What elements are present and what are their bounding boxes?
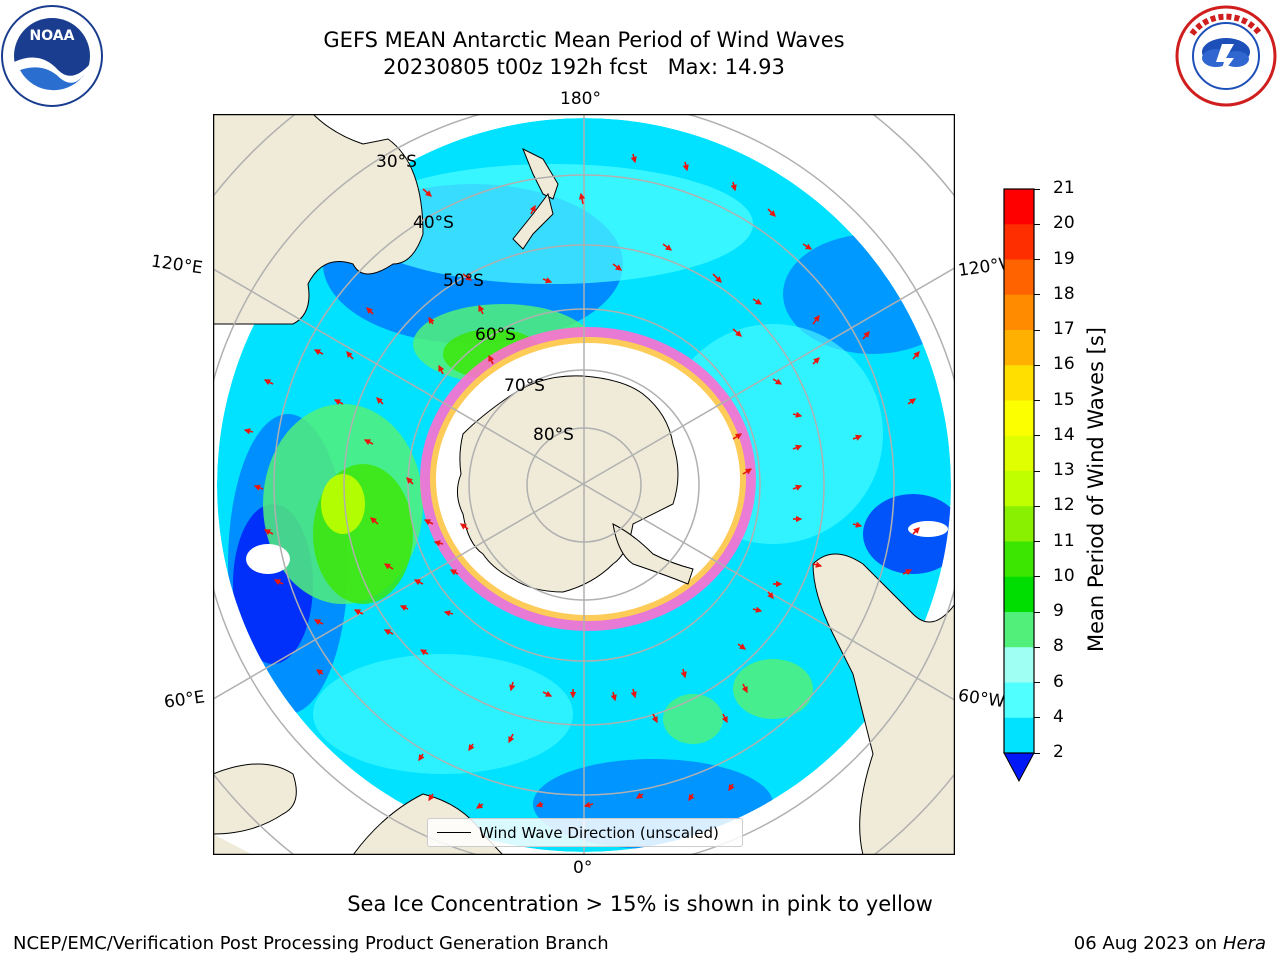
host-name: Hera: [1222, 933, 1266, 954]
south-america-landmass: [812, 414, 955, 855]
lon-label-60e: 60°E: [162, 687, 207, 713]
colorbar-band: [1004, 717, 1034, 754]
forecast-date-text: 20230805 t00z 192h fcst: [383, 55, 648, 79]
map-panel: [213, 114, 955, 855]
map-frame: [213, 114, 955, 855]
new-zealand-south: [512, 192, 554, 250]
colorbar-tick-mark: [1034, 223, 1040, 225]
colorbar-band: [1004, 647, 1034, 683]
graticule: [213, 114, 955, 855]
max-value-text: Max: 14.93: [667, 55, 785, 79]
colorbar-tick-mark: [1034, 646, 1040, 648]
colorbar-tick-mark: [1034, 611, 1040, 613]
colorbar-band: [1004, 400, 1034, 437]
lon-label-180: 180°: [560, 89, 601, 109]
map-title: GEFS MEAN Antarctic Mean Period of Wind …: [323, 28, 845, 52]
colorbar-tick-label: 11: [1053, 530, 1075, 551]
colorbar-tick-label: 20: [1053, 213, 1075, 234]
lat-label-80s: 80°S: [533, 425, 574, 445]
map-subtitle: 20230805 t00z 192h fcst Max: 14.93: [0, 54, 1168, 80]
colorbar-band: [1004, 435, 1034, 472]
credit-text: NCEP/EMC/Verification Post Processing Pr…: [13, 933, 609, 954]
colorbar-tick-label: 19: [1053, 248, 1075, 269]
lat-label-60s: 60°S: [475, 325, 516, 345]
colorbar-tick-mark: [1034, 682, 1040, 683]
new-zealand-north: [522, 147, 559, 200]
colorbar-tick-mark: [1034, 259, 1040, 260]
colorbar-tick-label: 18: [1053, 283, 1075, 304]
colorbar-tick-mark: [1034, 752, 1040, 754]
nws-logo: [1175, 5, 1277, 107]
colorbar-tick-label: 2: [1053, 742, 1064, 762]
colorbar-tick-mark: [1034, 576, 1040, 578]
lat-label-50s: 50°S: [443, 271, 484, 291]
colorbar-extend-arrow: [1003, 752, 1035, 783]
colorbar-band: [1004, 189, 1034, 225]
colorbar-tick-mark: [1034, 435, 1040, 437]
colorbar-tick-label: 13: [1053, 460, 1075, 480]
generation-date-text: 06 Aug 2023 on: [1073, 933, 1218, 954]
colorbar-tick-mark: [1034, 364, 1040, 366]
peak-period-region: [321, 474, 365, 534]
lon-label-60w: 60°W: [956, 685, 1007, 713]
colorbar-tick-label: 8: [1053, 636, 1064, 657]
colorbar-tick-label: 4: [1053, 706, 1064, 727]
colorbar-band: [1004, 259, 1034, 296]
lon-label-120e: 120°E: [149, 251, 204, 279]
legend-line-swatch: [437, 832, 471, 833]
colorbar-tick-mark: [1034, 505, 1040, 507]
colorbar-tick-mark: [1034, 717, 1040, 719]
colorbar-tick-label: 14: [1053, 424, 1075, 445]
generation-date: 06 Aug 2023 on Hera: [1074, 933, 1266, 954]
colorbar-band: [1004, 506, 1034, 542]
colorbar-tick-label: 15: [1053, 389, 1075, 410]
high-period-region-3: [733, 659, 813, 719]
sea-ice-note: Sea Ice Concentration > 15% is shown in …: [347, 892, 933, 916]
colorbar-band: [1004, 224, 1034, 260]
colorbar-tick-mark: [1034, 188, 1040, 190]
colorbar-band: [1004, 365, 1034, 401]
australia-landmass: [213, 114, 424, 325]
colorbar-band: [1004, 576, 1034, 613]
colorbar-tick-label: 21: [1053, 178, 1075, 198]
colorbar-label: Mean Period of Wind Waves [s]: [1084, 327, 1108, 652]
colorbar-band: [1004, 330, 1034, 366]
colorbar-tick-label: 17: [1053, 319, 1075, 339]
colorbar-tick-label: 12: [1053, 495, 1075, 516]
antarctic-peninsula: [612, 523, 694, 585]
colorbar-tick-mark: [1034, 294, 1040, 296]
noaa-logo: NOAA: [1, 5, 103, 107]
colorbar-tick-mark: [1034, 470, 1040, 472]
madagascar-landmass: [213, 763, 297, 835]
colorbar: [1003, 188, 1035, 783]
svg-text:NOAA: NOAA: [30, 28, 75, 44]
colorbar-tick-label: 16: [1053, 354, 1075, 375]
colorbar-tick-label: 10: [1053, 565, 1075, 586]
wind-wave-arrows: [243, 153, 920, 809]
lat-label-70s: 70°S: [504, 376, 545, 396]
map-legend: Wind Wave Direction (unscaled): [427, 818, 743, 847]
colorbar-tick-mark: [1034, 541, 1040, 542]
colorbar-tick-mark: [1034, 329, 1040, 331]
colorbar-tick-label: 9: [1053, 601, 1064, 621]
lon-label-0: 0°: [573, 858, 593, 878]
colorbar-tick-mark: [1034, 400, 1040, 401]
lat-label-40s: 40°S: [413, 213, 454, 233]
colorbar-band: [1004, 682, 1034, 719]
lat-label-30s: 30°S: [376, 152, 417, 172]
colorbar-band: [1004, 471, 1034, 507]
colorbar-tick-label: 6: [1053, 671, 1064, 692]
colorbar-band: [1004, 541, 1034, 578]
colorbar-band: [1004, 294, 1034, 331]
legend-label: Wind Wave Direction (unscaled): [479, 823, 719, 842]
colorbar-band: [1004, 612, 1034, 648]
